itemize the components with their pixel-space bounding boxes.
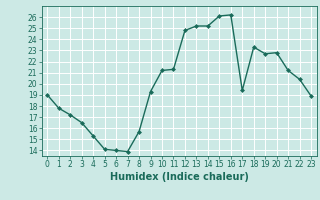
X-axis label: Humidex (Indice chaleur): Humidex (Indice chaleur) <box>110 172 249 182</box>
